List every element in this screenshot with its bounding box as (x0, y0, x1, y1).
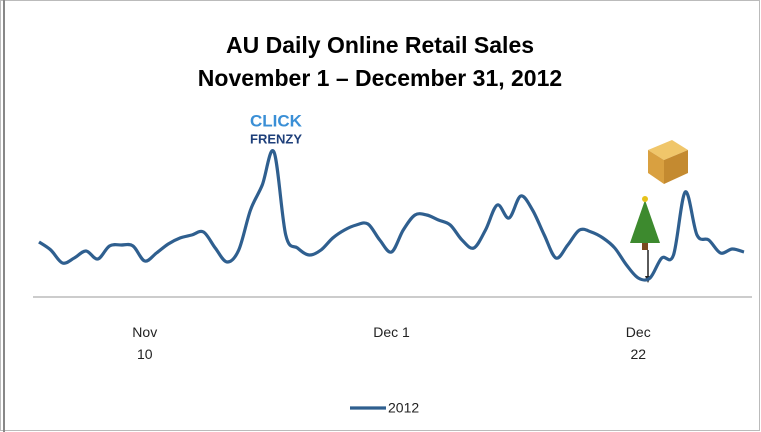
logo-text: FRENZY (250, 131, 302, 146)
chart-title: AU Daily Online Retail Sales (226, 32, 534, 58)
x-tick-label: Dec 22 (625, 324, 651, 362)
x-tick-label: Nov 10 (132, 324, 158, 362)
chart-subtitle: November 1 – December 31, 2012 (198, 65, 562, 91)
legend-label: 2012 (388, 400, 419, 416)
x-tick-label: Dec 1 (373, 324, 410, 340)
logo-text: CLICK (250, 111, 303, 130)
box-icon (648, 140, 688, 184)
line-series (38, 149, 745, 282)
